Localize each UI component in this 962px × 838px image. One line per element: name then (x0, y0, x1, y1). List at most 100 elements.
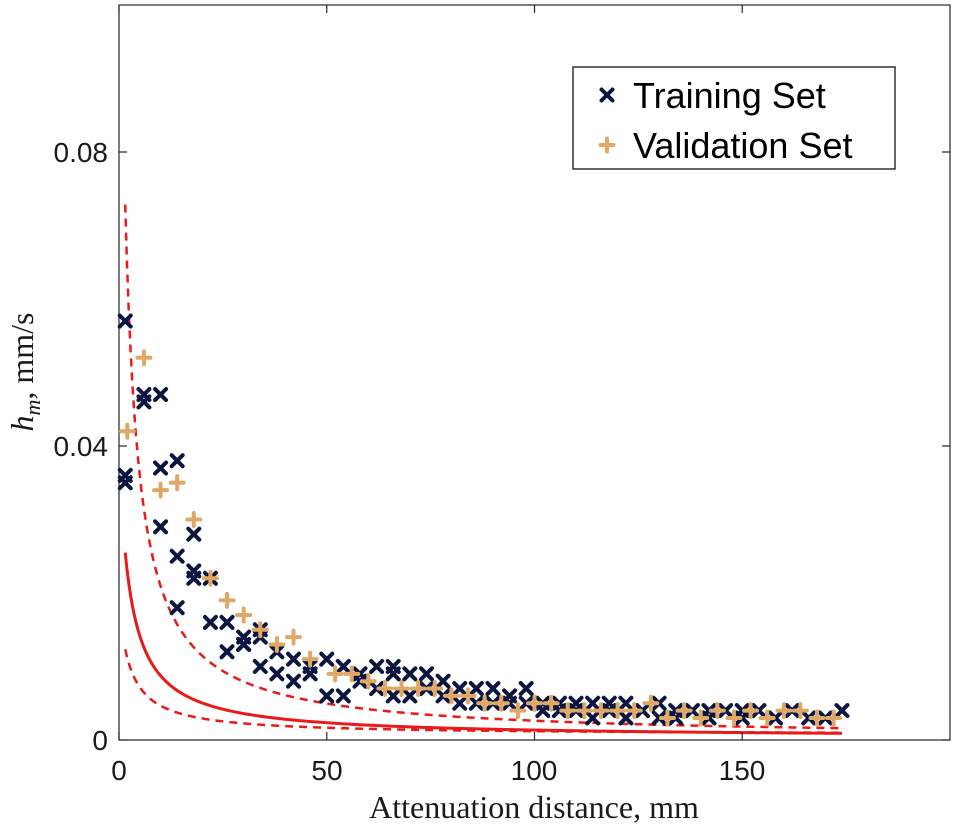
point-training-31 (319, 688, 335, 704)
fit-curve (123, 552, 842, 735)
point-training-16-stroke-b (219, 614, 235, 630)
point-training-46-stroke-b (435, 673, 451, 689)
point-validation-2 (152, 481, 170, 499)
point-validation-14 (359, 672, 377, 690)
point-validation-5 (201, 569, 219, 587)
point-validation-11 (301, 650, 319, 668)
point-training-44 (418, 666, 434, 682)
point-training-9-stroke-b (169, 548, 185, 564)
point-training-17-stroke-b (219, 644, 235, 660)
point-validation-41 (808, 709, 826, 727)
point-training-23 (252, 659, 268, 674)
point-validation-26 (559, 702, 577, 720)
point-training-15-stroke-b (202, 614, 218, 630)
point-training-50-stroke-b (468, 681, 484, 697)
point-training-59 (535, 703, 551, 719)
point-training-7 (153, 519, 169, 535)
point-training-23-stroke-b (252, 659, 268, 674)
point-training-26 (286, 651, 302, 667)
point-validation-39 (775, 702, 793, 720)
point-training-33-stroke-b (335, 659, 351, 674)
legend-marker-training-glyph-stroke-b (599, 87, 615, 103)
point-training-4-stroke-b (136, 394, 152, 410)
point-training-13-stroke-b (186, 563, 202, 579)
point-validation-12 (326, 665, 344, 683)
point-training-10-stroke-b (169, 600, 185, 616)
point-validation-31 (642, 694, 660, 712)
legend-marker-validation (598, 136, 616, 154)
point-validation-29 (609, 702, 627, 720)
point-training-48 (452, 681, 468, 697)
point-training-56 (518, 681, 534, 697)
point-validation-27 (575, 702, 593, 720)
point-validation-21 (476, 694, 494, 712)
point-training-30-stroke-b (319, 651, 335, 667)
point-training-27-stroke-b (286, 673, 302, 689)
point-training-52-stroke-b (485, 681, 501, 697)
point-training-43 (402, 688, 418, 704)
point-training-34 (335, 688, 351, 704)
point-training-25-stroke-b (269, 666, 285, 682)
point-training-27 (286, 673, 302, 689)
point-training-68 (618, 695, 634, 711)
legend: Training Set Validation Set (572, 66, 896, 170)
point-training-16 (219, 614, 235, 630)
point-validation-33 (675, 702, 693, 720)
point-training-43-stroke-b (402, 688, 418, 704)
legend-marker-validation-glyph (598, 136, 616, 154)
point-training-40 (385, 666, 401, 682)
y-tick-label-0: 0 (92, 725, 108, 756)
point-validation-42 (825, 709, 843, 727)
ticks-layer (118, 5, 950, 741)
point-training-11 (186, 526, 202, 542)
point-training-49-stroke-b (452, 695, 468, 711)
point-validation-8 (251, 621, 269, 639)
point-validation-19 (442, 687, 460, 705)
point-training-42 (402, 666, 418, 682)
point-training-17 (219, 644, 235, 660)
point-training-29-stroke-b (302, 666, 318, 682)
legend-box (572, 66, 896, 170)
point-validation-4 (185, 511, 203, 528)
point-training-15 (202, 614, 218, 630)
point-training-41 (385, 688, 401, 704)
point-validation-3 (168, 474, 186, 492)
y-axis-title-units: , mm/s (4, 312, 40, 399)
point-training-59-stroke-b (535, 703, 551, 719)
y-tick-label-2: 0.08 (54, 137, 109, 168)
point-training-25 (269, 666, 285, 682)
y-axis-title-main: h (4, 416, 40, 432)
legend-label-training: Training Set (633, 75, 826, 116)
point-training-48-stroke-b (452, 681, 468, 697)
point-training-30 (319, 651, 335, 667)
y-axis-title: hm, mm/s (4, 312, 45, 431)
point-validation-32 (658, 709, 676, 727)
point-validation-18 (426, 680, 444, 698)
point-training-50 (468, 681, 484, 697)
point-training-37 (369, 659, 385, 674)
point-validation-20 (459, 687, 477, 705)
x-tick-label-1: 50 (311, 755, 342, 786)
point-validation-36 (725, 709, 743, 727)
point-training-5 (153, 387, 169, 403)
point-training-26-stroke-b (286, 651, 302, 667)
point-training-8-stroke-b (169, 453, 185, 469)
point-training-31-stroke-b (319, 688, 335, 704)
point-training-44-stroke-b (418, 666, 434, 682)
x-axis-title: Attenuation distance, mm (369, 789, 699, 825)
point-training-69 (618, 710, 634, 726)
point-training-9 (169, 548, 185, 564)
point-training-40-stroke-b (385, 666, 401, 682)
point-training-4 (136, 394, 152, 410)
point-training-11-stroke-b (186, 526, 202, 542)
point-validation-28 (592, 702, 610, 720)
point-validation-34 (692, 709, 710, 727)
point-validation-35 (708, 702, 726, 720)
y-tick-label-1: 0.04 (54, 431, 109, 462)
point-training-20-stroke-b (236, 636, 252, 652)
point-training-37-stroke-b (369, 659, 385, 674)
point-training-6 (153, 460, 169, 476)
point-validation-7 (235, 606, 253, 624)
point-training-65-stroke-b (585, 710, 601, 726)
